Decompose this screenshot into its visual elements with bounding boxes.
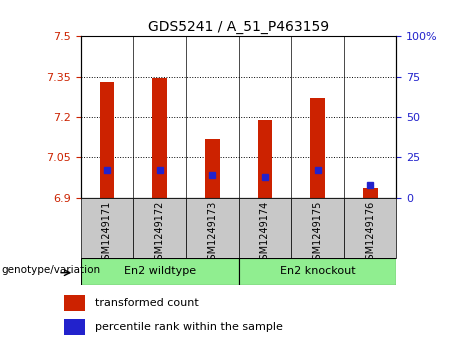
FancyBboxPatch shape — [291, 198, 344, 258]
Title: GDS5241 / A_51_P463159: GDS5241 / A_51_P463159 — [148, 20, 329, 34]
Bar — [258, 120, 272, 198]
FancyBboxPatch shape — [133, 198, 186, 258]
FancyBboxPatch shape — [65, 295, 85, 311]
Text: percentile rank within the sample: percentile rank within the sample — [95, 322, 283, 332]
FancyBboxPatch shape — [186, 198, 239, 258]
FancyBboxPatch shape — [81, 198, 133, 258]
Text: GSM1249172: GSM1249172 — [154, 201, 165, 266]
Text: En2 wildtype: En2 wildtype — [124, 266, 195, 276]
Bar — [363, 188, 378, 198]
Text: GSM1249175: GSM1249175 — [313, 201, 323, 266]
FancyBboxPatch shape — [239, 258, 396, 285]
Text: genotype/variation: genotype/variation — [1, 265, 101, 275]
Text: GSM1249173: GSM1249173 — [207, 201, 217, 266]
Text: En2 knockout: En2 knockout — [280, 266, 355, 276]
Text: transformed count: transformed count — [95, 298, 199, 308]
Bar — [310, 98, 325, 198]
FancyBboxPatch shape — [239, 198, 291, 258]
Bar — [100, 82, 114, 198]
Text: GSM1249176: GSM1249176 — [365, 201, 375, 266]
Text: GSM1249174: GSM1249174 — [260, 201, 270, 266]
FancyBboxPatch shape — [81, 258, 239, 285]
Bar — [152, 78, 167, 198]
Bar — [205, 139, 219, 198]
FancyBboxPatch shape — [65, 319, 85, 335]
FancyBboxPatch shape — [344, 198, 396, 258]
Text: GSM1249171: GSM1249171 — [102, 201, 112, 266]
